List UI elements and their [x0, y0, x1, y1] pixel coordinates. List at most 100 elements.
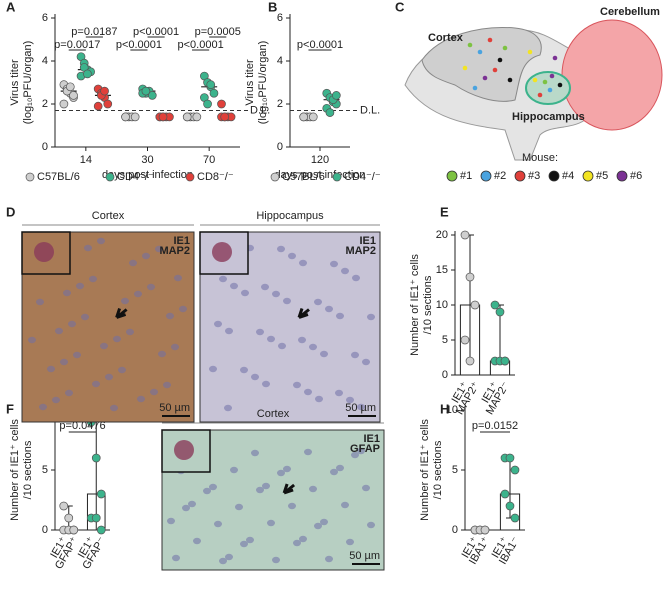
p-value: p=0.0005 [195, 26, 241, 38]
p-value: p<0.0001 [178, 39, 224, 51]
cell-nucleus [251, 373, 259, 381]
cell-nucleus [118, 366, 126, 374]
cell-nucleus [147, 283, 155, 291]
data-point [59, 99, 69, 109]
p-value: p<0.0001 [297, 39, 343, 51]
arrow [115, 308, 128, 319]
cell-nucleus [129, 259, 137, 267]
data-point [465, 356, 475, 366]
legend-title: Mouse: [522, 152, 558, 164]
cell-nucleus [320, 518, 328, 526]
cell-nucleus [209, 365, 217, 373]
legend-label: #6 [630, 170, 642, 182]
infection-dot [487, 37, 493, 43]
panel-label: C [395, 0, 405, 14]
data-point [96, 489, 106, 499]
data-point [100, 86, 109, 96]
y-axis-label: (log₁₀PFU/organ) [22, 41, 34, 124]
data-point [495, 307, 505, 317]
y-tick-label: 0 [442, 369, 448, 381]
inset-cell [174, 440, 194, 460]
cell-nucleus [203, 487, 211, 495]
cell-nucleus [39, 403, 47, 411]
cell-nucleus [63, 289, 71, 297]
data-point [470, 300, 480, 310]
cell-nucleus [256, 486, 264, 494]
data-point [91, 453, 101, 463]
p-value: p=0.0017 [54, 39, 100, 51]
data-point [325, 108, 335, 117]
cell-nucleus [52, 396, 60, 404]
infection-dot [477, 49, 483, 55]
brain-diagram: Cortex Hippocampus Cerebellum Mouse: #1 #2 #3 #… [404, 6, 663, 182]
data-point [299, 112, 309, 122]
infection-dot [547, 87, 553, 93]
cell-nucleus [113, 335, 121, 343]
cell-nucleus [325, 305, 333, 313]
legend-swatch [270, 172, 280, 182]
data-point [64, 513, 74, 523]
y-axis-label: Number of IE1⁺ cells [419, 419, 431, 521]
data-point [182, 112, 192, 122]
cell-nucleus [65, 389, 73, 397]
y-tick-label: 0 [42, 141, 48, 153]
cell-nucleus [357, 447, 365, 455]
infection-dot [467, 42, 473, 48]
cell-nucleus [262, 482, 270, 490]
y-tick-label: 6 [42, 12, 48, 24]
cell-nucleus [150, 388, 158, 396]
cell-nucleus [76, 282, 84, 290]
y-axis-label: /10 sections [432, 440, 444, 499]
cell-nucleus [309, 343, 317, 351]
data-point [65, 82, 75, 92]
cell-nucleus [341, 267, 349, 275]
cell-nucleus [105, 373, 113, 381]
cell-nucleus [362, 484, 370, 492]
cell-nucleus [304, 448, 312, 456]
cell-nucleus [179, 305, 187, 313]
p-value: p<0.0001 [133, 26, 179, 38]
cell-nucleus [214, 520, 222, 528]
cell-nucleus [262, 380, 270, 388]
cell-nucleus [330, 260, 338, 268]
cell-nucleus [341, 501, 349, 509]
data-point [308, 112, 318, 122]
cell-nucleus [299, 535, 307, 543]
cell-nucleus [134, 290, 142, 298]
p-value: p=0.0476 [59, 420, 105, 432]
cell-nucleus [100, 342, 108, 350]
y-tick-label: 0 [452, 524, 458, 536]
stain-label: IE1 [363, 433, 380, 445]
cell-nucleus [346, 396, 354, 404]
data-point [480, 525, 490, 535]
data-point [460, 230, 470, 240]
cell-nucleus [277, 469, 285, 477]
cell-nucleus [167, 517, 175, 525]
panel-label: H [440, 401, 449, 416]
cell-nucleus [288, 252, 296, 260]
cell-nucleus [352, 274, 360, 282]
x-axis-label: days post infection [274, 169, 365, 181]
cell-nucleus [163, 381, 171, 389]
inset-cell [34, 242, 54, 262]
cell-nucleus [351, 451, 359, 459]
cortex [421, 27, 542, 102]
legend-label: C57BL/6 [282, 171, 325, 183]
cell-nucleus [283, 465, 291, 473]
data-point [331, 91, 341, 100]
image-title: Cortex [257, 408, 290, 420]
y-tick-label: 6 [277, 12, 283, 24]
data-point [59, 501, 69, 511]
cell-nucleus [293, 539, 301, 547]
cell-nucleus [251, 449, 259, 457]
y-tick-label: 0 [277, 141, 283, 153]
p-value: p<0.0001 [116, 39, 162, 51]
cell-nucleus [346, 538, 354, 546]
cell-nucleus [367, 313, 375, 321]
infection-dot [472, 85, 478, 91]
cell-nucleus [225, 327, 233, 335]
cell-nucleus [357, 403, 365, 411]
infection-dot [549, 73, 555, 79]
cell-nucleus [230, 282, 238, 290]
image-title: Cortex [92, 210, 125, 222]
